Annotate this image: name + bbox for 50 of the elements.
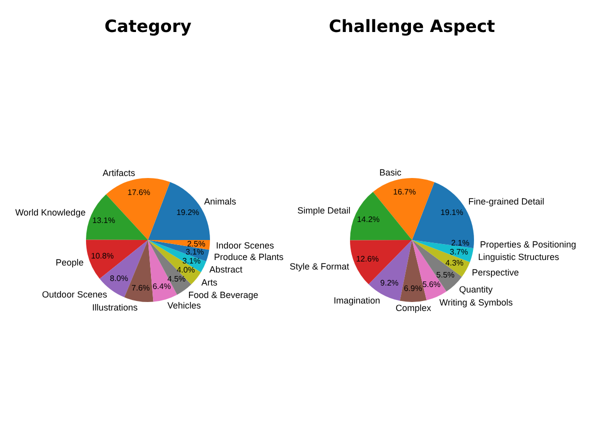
- data-label: 10.8%: [91, 251, 114, 260]
- data-label: 9.2%: [380, 278, 399, 288]
- data-label: 4.0%: [176, 266, 195, 275]
- slice-label: Style & Format: [290, 262, 350, 272]
- slice-label: Properties & Positioning: [480, 240, 576, 250]
- slice-label: Complex: [396, 303, 432, 314]
- slice-label: Arts: [201, 278, 218, 288]
- slice-label: Linguistic Structures: [478, 252, 560, 262]
- data-label: 17.6%: [128, 188, 150, 198]
- slice-label: Produce & Plants: [214, 252, 284, 262]
- slice-label: Outdoor Scenes: [42, 290, 108, 300]
- pie-slice: [350, 240, 412, 284]
- data-label: 5.6%: [422, 280, 441, 289]
- slice-label: Abstract: [209, 264, 243, 275]
- slice-label: Fine-grained Detail: [468, 196, 544, 206]
- data-label: 6.4%: [152, 282, 171, 291]
- slice-label: Writing & Symbols: [439, 297, 514, 308]
- slice-label: Vehicles: [167, 300, 202, 310]
- slice-label: Indoor Scenes: [216, 240, 275, 250]
- slice-label: World Knowledge: [15, 207, 86, 218]
- data-label: 3.1%: [186, 248, 204, 257]
- data-label: 5.5%: [436, 270, 455, 280]
- data-label: 3.7%: [450, 247, 468, 256]
- slice-label: Imagination: [334, 295, 380, 306]
- chart-title: Category: [104, 17, 192, 37]
- data-label: 19.1%: [440, 208, 464, 218]
- pie-slice: [412, 240, 470, 277]
- slice-label: Food & Beverage: [188, 290, 258, 300]
- slice-label: Perspective: [472, 268, 519, 278]
- data-label: 12.6%: [356, 254, 379, 264]
- slice-label: People: [56, 258, 84, 268]
- data-label: 7.6%: [132, 283, 150, 292]
- data-label: 2.5%: [187, 239, 206, 248]
- slice-label: Basic: [379, 168, 402, 178]
- slice-label: Simple Detail: [297, 206, 350, 216]
- data-label: 6.9%: [404, 284, 422, 293]
- pie-slice: [86, 194, 148, 240]
- data-label: 3.1%: [182, 256, 201, 266]
- data-label: 13.1%: [92, 216, 116, 225]
- data-label: 2.1%: [451, 238, 470, 248]
- data-label: 14.2%: [356, 214, 380, 224]
- slice-label: Quantity: [459, 284, 494, 294]
- chart-title: Challenge Aspect: [328, 17, 496, 37]
- slice-label: Illustrations: [92, 302, 138, 312]
- data-label: 4.3%: [445, 258, 464, 268]
- slice-label: Artifacts: [102, 168, 136, 178]
- data-label: 16.7%: [393, 188, 416, 197]
- slice-label: Animals: [204, 196, 237, 206]
- data-label: 19.2%: [176, 208, 200, 218]
- data-label: 8.0%: [110, 274, 128, 284]
